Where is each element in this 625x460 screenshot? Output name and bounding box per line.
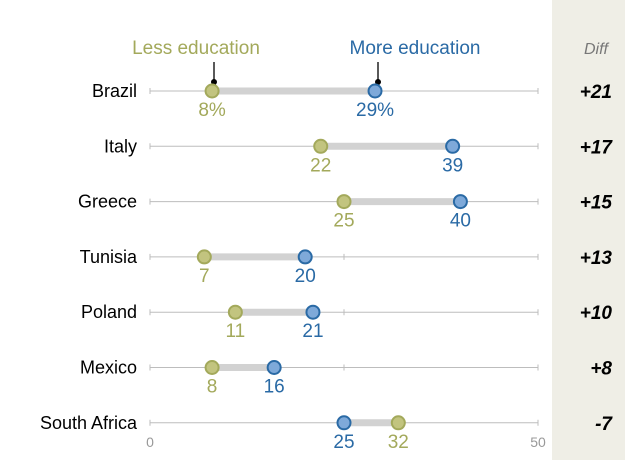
value-label-less-tunisia: 7 (199, 266, 210, 287)
dot-less-italy (313, 138, 329, 154)
diff-value-mexico: +8 (590, 359, 612, 380)
dot-more-greece (452, 194, 468, 210)
dot-less-poland (227, 304, 243, 320)
dot-more-mexico (266, 360, 282, 375)
country-label-south-africa: South Africa (40, 413, 138, 433)
dot-more-south-africa (336, 415, 352, 431)
legend-more-education: More education (350, 38, 481, 59)
value-label-less-brazil: 8% (198, 100, 226, 121)
value-label-more-italy: 39 (442, 155, 463, 176)
dot-less-tunisia (196, 249, 212, 265)
dot-more-brazil (367, 83, 383, 99)
value-label-less-poland: 11 (225, 321, 245, 342)
country-label-mexico: Mexico (80, 358, 137, 378)
country-label-italy: Italy (104, 136, 137, 156)
value-label-less-italy: 22 (310, 155, 331, 176)
legend-pointer-more-dot (375, 79, 381, 85)
dot-more-tunisia (297, 249, 313, 265)
value-label-more-poland: 21 (302, 321, 323, 342)
value-label-more-greece: 40 (450, 211, 471, 232)
country-label-brazil: Brazil (92, 81, 137, 101)
x-tick-label-0: 0 (146, 434, 154, 450)
dot-more-poland (305, 304, 321, 320)
value-label-less-south-africa: 32 (388, 432, 409, 453)
value-label-less-mexico: 8 (207, 377, 218, 398)
dot-more-italy (445, 138, 461, 154)
diff-value-tunisia: +13 (580, 248, 613, 269)
diff-value-brazil: +21 (580, 82, 612, 103)
country-label-tunisia: Tunisia (80, 247, 138, 267)
diff-value-italy: +17 (580, 137, 614, 158)
dot-less-south-africa (390, 415, 406, 431)
country-label-poland: Poland (81, 302, 137, 322)
value-label-more-brazil: 29% (356, 100, 394, 121)
country-label-greece: Greece (78, 192, 137, 212)
diff-value-greece: +15 (580, 193, 613, 214)
diff-value-south-africa: -7 (595, 414, 613, 435)
legend-pointer-less-dot (211, 79, 217, 85)
legend-less-education: Less education (132, 38, 260, 59)
dot-less-mexico (204, 360, 220, 375)
dot-less-greece (336, 194, 352, 210)
chart-rows: Brazil 8% 29% +21 Italy 22 39 +17 Greece 25 40 +15 T… (40, 81, 613, 453)
value-label-more-south-africa: 25 (333, 432, 354, 453)
diff-panel-background (552, 0, 625, 460)
diff-value-poland: +10 (580, 303, 613, 324)
x-tick-label-50: 50 (530, 434, 546, 450)
value-label-more-mexico: 16 (264, 377, 285, 398)
value-label-less-greece: 25 (333, 211, 354, 232)
dot-less-brazil (204, 83, 220, 99)
value-label-more-tunisia: 20 (295, 266, 316, 287)
diff-column-header: Diff (584, 41, 610, 58)
